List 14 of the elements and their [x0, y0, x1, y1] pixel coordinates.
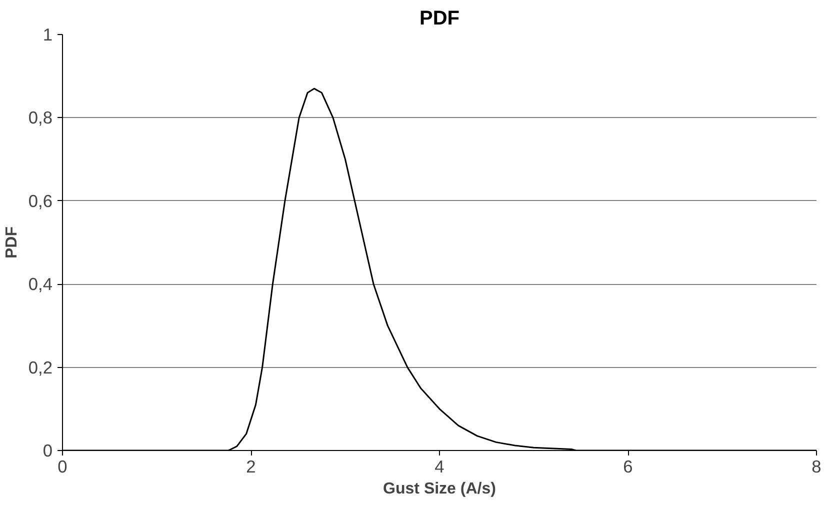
y-tick-label: 0: [42, 440, 53, 460]
x-tick-label: 0: [58, 456, 68, 476]
y-tick-label: 0,6: [28, 190, 53, 211]
y-tick-label: 0,2: [28, 357, 53, 378]
x-tick-label: 6: [623, 456, 633, 476]
y-tick-label: 1: [42, 24, 53, 44]
chart-title: PDF: [420, 8, 460, 30]
x-tick-label: 8: [812, 456, 822, 476]
x-tick-label: 2: [246, 456, 256, 476]
x-tick-label: 4: [434, 456, 445, 476]
x-axis-title: Gust Size (A/s): [383, 480, 496, 498]
y-axis-title: PDF: [3, 226, 20, 258]
y-tick-label: 0,8: [28, 108, 53, 128]
y-tick-label: 0,4: [28, 274, 53, 294]
